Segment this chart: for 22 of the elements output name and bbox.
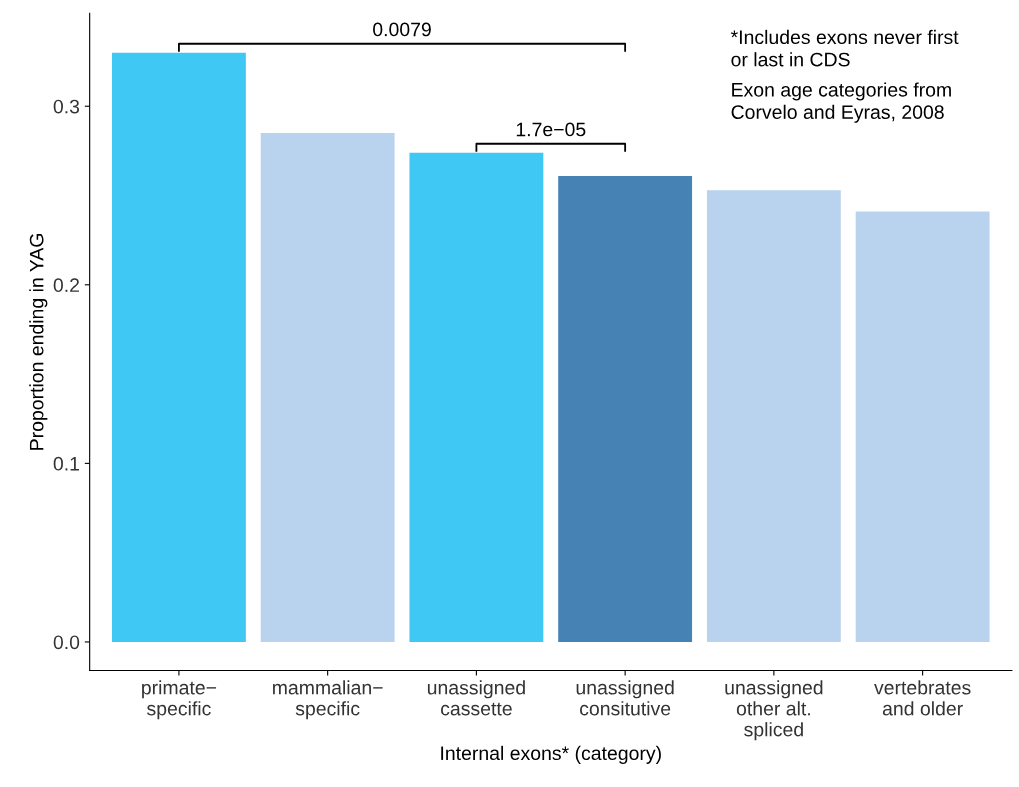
y-tick-label: 0.1 — [53, 456, 79, 471]
y-axis-title: Proportion ending in YAG — [29, 234, 48, 450]
bar — [111, 52, 246, 642]
y-tick-label: 0.3 — [53, 99, 80, 114]
x-tick-label: unassigned cassette — [427, 680, 525, 716]
y-tick-label: 0.0 — [53, 635, 80, 650]
x-tick-label: unassigned consitutive — [576, 680, 674, 716]
annotation: Exon age categories from Corvelo and Eyras, 2008 — [731, 82, 951, 123]
x-tick-label: mammalian− specific — [273, 680, 383, 720]
x-tick-label: primate− specific — [142, 680, 217, 720]
annotation: 1.7e−05 — [516, 122, 586, 137]
x-axis-title: Internal exons* (category) — [441, 745, 661, 764]
bar — [558, 175, 693, 642]
bar — [409, 152, 544, 642]
x-tick-label: unassigned other alt. spliced — [725, 680, 823, 741]
bar — [706, 190, 841, 642]
annotation: *Includes exons never first or last in CDS — [730, 29, 959, 67]
bar — [855, 211, 990, 642]
annotation: 0.0079 — [373, 22, 431, 37]
x-tick-label: vertebrates and older — [874, 680, 971, 716]
bar — [260, 133, 395, 642]
y-tick-label: 0.2 — [53, 278, 79, 293]
